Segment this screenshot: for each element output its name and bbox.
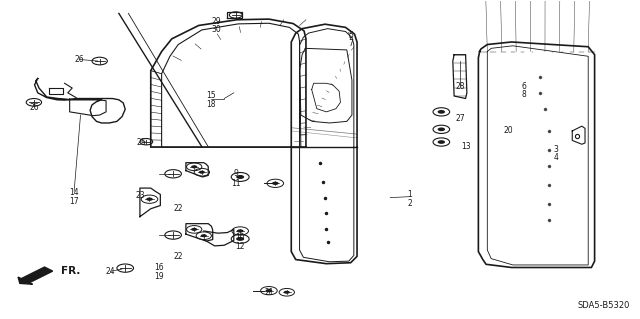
Text: 15: 15 [207, 92, 216, 100]
Text: FR.: FR. [61, 266, 81, 276]
Text: 26: 26 [74, 55, 84, 64]
Text: 2: 2 [407, 199, 412, 208]
Text: 5: 5 [348, 31, 353, 40]
Circle shape [272, 182, 278, 185]
Text: 30: 30 [212, 26, 221, 34]
Text: 9: 9 [233, 169, 238, 178]
Text: SDA5-B5320: SDA5-B5320 [577, 301, 630, 310]
Text: 3: 3 [554, 145, 559, 154]
Text: 26: 26 [29, 103, 39, 112]
Circle shape [201, 234, 207, 237]
Circle shape [284, 291, 290, 294]
Circle shape [438, 140, 445, 144]
Circle shape [236, 237, 244, 241]
Text: 19: 19 [154, 271, 164, 281]
Text: 22: 22 [173, 204, 183, 213]
Text: 1: 1 [407, 190, 412, 199]
Text: 27: 27 [456, 114, 465, 123]
Circle shape [237, 229, 243, 233]
Text: 14: 14 [69, 188, 79, 197]
Text: 22: 22 [173, 252, 183, 261]
Text: 28: 28 [456, 82, 465, 91]
Text: 11: 11 [231, 179, 241, 188]
Text: 18: 18 [207, 100, 216, 109]
Text: 23: 23 [135, 190, 145, 200]
Text: 21: 21 [264, 288, 274, 297]
Text: 12: 12 [236, 242, 245, 251]
Circle shape [266, 289, 272, 292]
Circle shape [191, 228, 197, 231]
Text: 29: 29 [212, 18, 221, 26]
Text: 6: 6 [522, 82, 527, 91]
Circle shape [438, 110, 445, 114]
Circle shape [146, 197, 153, 201]
Text: 25: 25 [136, 137, 146, 146]
Circle shape [438, 128, 445, 131]
Text: 13: 13 [461, 142, 470, 151]
Circle shape [199, 171, 205, 174]
Text: 4: 4 [554, 153, 559, 162]
Text: 8: 8 [522, 90, 527, 99]
Text: 10: 10 [236, 233, 245, 242]
Text: 24: 24 [106, 267, 115, 276]
Text: 16: 16 [154, 263, 164, 272]
Text: 17: 17 [69, 197, 79, 206]
Text: 7: 7 [348, 39, 353, 48]
Text: 20: 20 [504, 126, 513, 135]
Circle shape [236, 175, 244, 179]
FancyArrow shape [18, 267, 52, 284]
Circle shape [191, 165, 197, 168]
